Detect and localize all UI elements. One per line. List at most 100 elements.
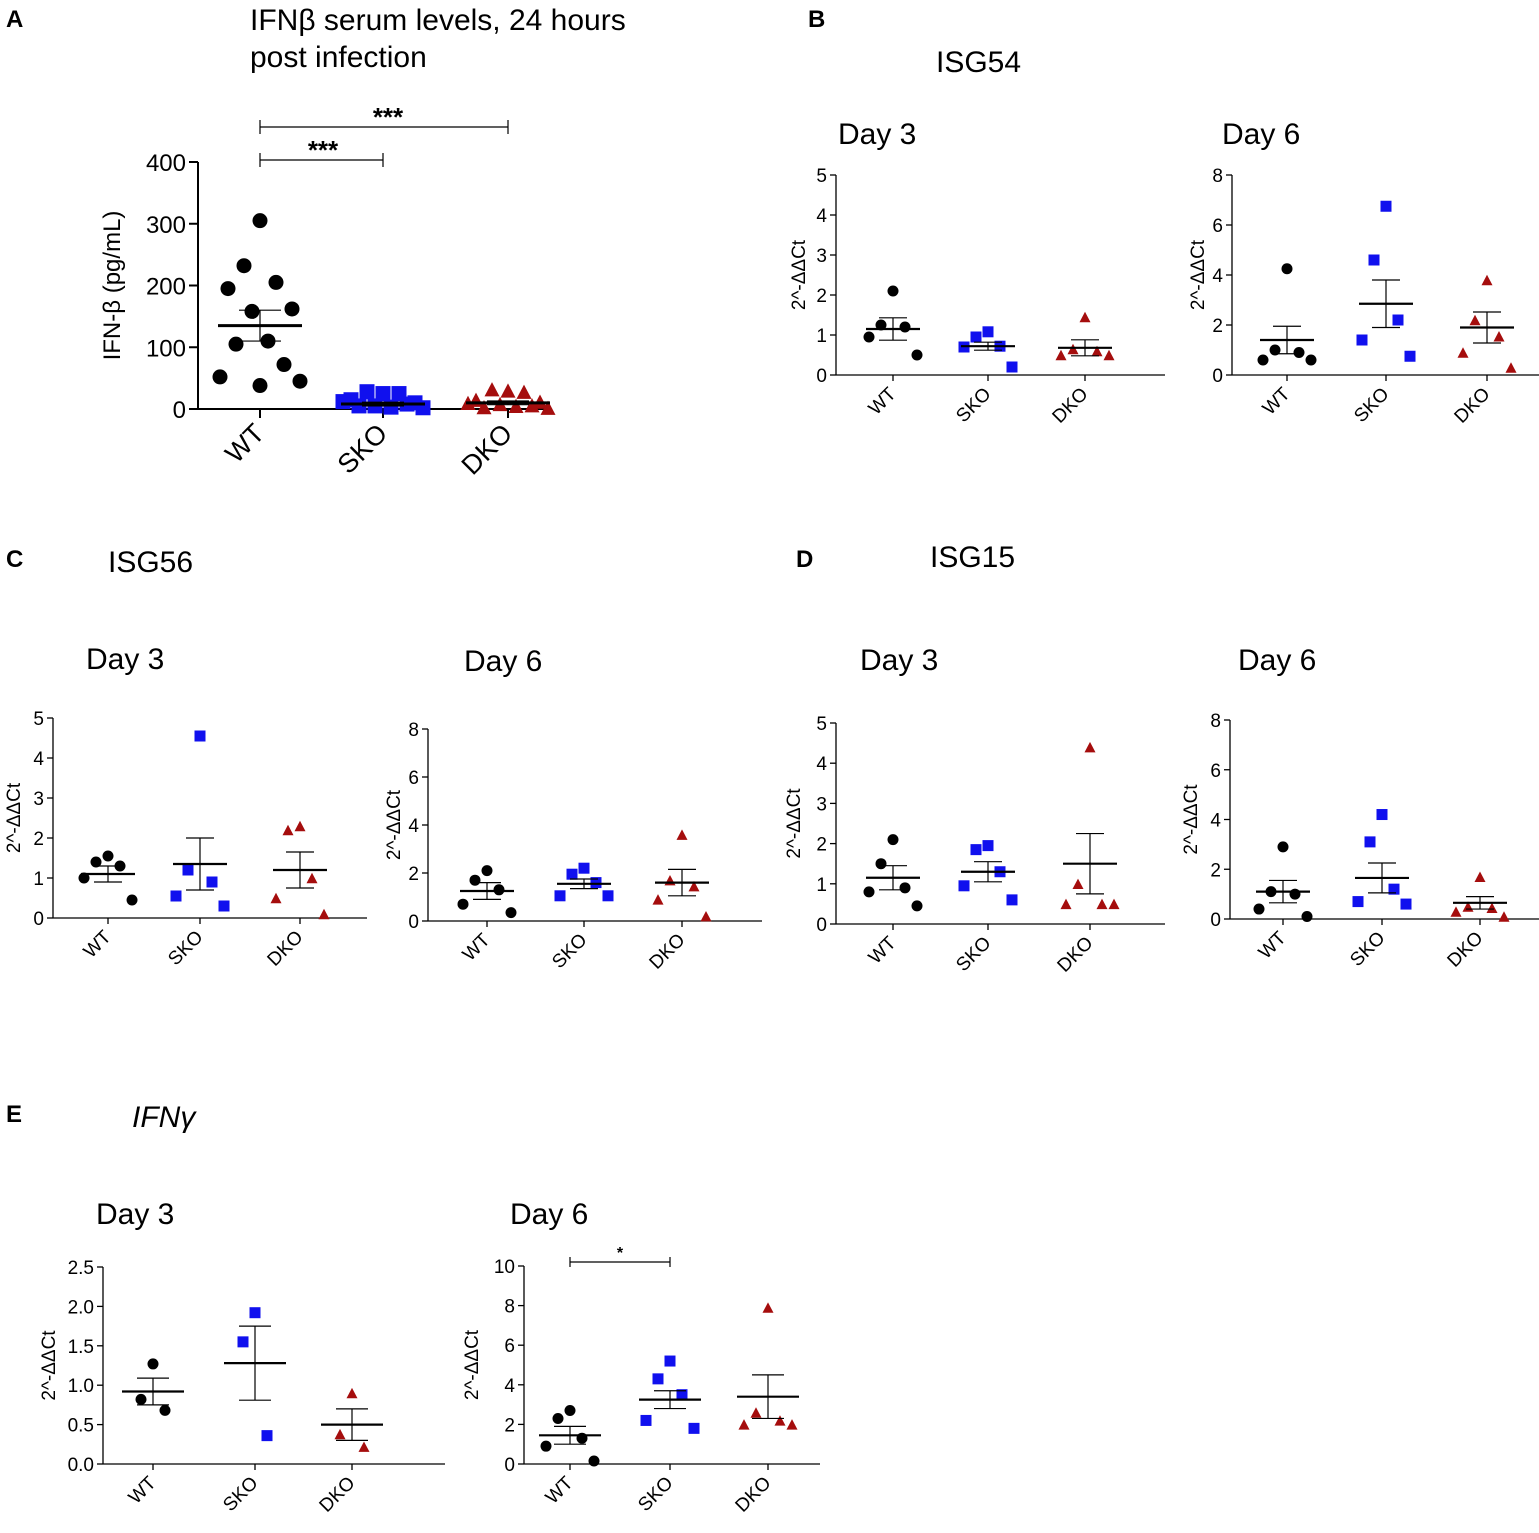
data-point-wt: [252, 378, 268, 394]
y-tick-label: 6: [1210, 761, 1221, 782]
data-point-dko: [306, 872, 318, 884]
data-point-wt: [1281, 263, 1293, 275]
y-tick-label: 1: [816, 875, 827, 896]
chart-d1-title: Day 3: [860, 644, 938, 677]
y-tick-label: 100: [146, 335, 186, 362]
data-point-sko: [1380, 200, 1392, 212]
y-tick-label: 8: [1210, 711, 1221, 732]
data-point-dko: [1060, 898, 1072, 910]
data-point-wt: [899, 321, 911, 333]
y-tick-label: 3: [816, 794, 827, 815]
y-axis-label: 2^-ΔΔCt: [384, 789, 405, 860]
data-point-dko: [676, 829, 688, 840]
x-tick-label: DKO: [1451, 384, 1495, 428]
data-point-sko: [1356, 334, 1368, 346]
y-axis-label: 2^-ΔΔCt: [1181, 784, 1202, 855]
data-point-wt: [564, 1405, 576, 1417]
data-point-dko: [1091, 345, 1103, 357]
data-point-wt: [1277, 841, 1289, 853]
data-point-dko: [540, 400, 556, 415]
chart-c2-title: Day 6: [464, 645, 542, 678]
x-tick-label: DKO: [1054, 933, 1098, 977]
data-point-wt: [1305, 354, 1317, 366]
data-point-wt: [588, 1455, 600, 1467]
data-point-wt: [1289, 888, 1301, 900]
data-point-wt: [284, 301, 300, 317]
y-tick-label: 4: [1210, 811, 1221, 832]
x-tick-label: WT: [80, 926, 116, 962]
data-point-wt: [1293, 347, 1305, 358]
x-tick-label: DKO: [1444, 928, 1488, 972]
data-point-dko: [318, 908, 330, 920]
data-point-wt: [126, 894, 138, 906]
data-point-dko: [664, 874, 676, 886]
x-tick-label: DKO: [316, 1473, 360, 1517]
chart-e1-title: Day 3: [96, 1198, 174, 1231]
data-point-dko: [1498, 911, 1510, 922]
data-point-dko: [786, 1419, 798, 1430]
y-axis-label: 2^-ΔΔCt: [4, 782, 25, 853]
x-tick-label: SKO: [332, 418, 394, 480]
data-point-sko: [1352, 896, 1364, 908]
data-point-sko: [1400, 898, 1412, 910]
y-tick-label: 4: [816, 206, 827, 227]
y-axis-label: 2^-ΔΔCt: [39, 1330, 60, 1401]
chart-b1-title: Day 3: [838, 118, 916, 151]
data-point-dko: [750, 1407, 762, 1418]
data-point-sko: [958, 880, 970, 892]
data-point-dko: [700, 910, 712, 922]
chart-d2-title: Day 6: [1238, 644, 1316, 677]
data-point-dko: [476, 400, 492, 415]
data-point-wt: [292, 373, 308, 389]
data-point-sko: [375, 386, 391, 402]
data-point-sko: [335, 394, 351, 410]
x-tick-label: WT: [865, 932, 901, 968]
y-tick-label: 0: [816, 366, 827, 387]
x-tick-label: WT: [542, 1472, 578, 1508]
data-point-sko: [249, 1307, 261, 1319]
data-point-dko: [1067, 343, 1079, 355]
y-tick-label: 0: [816, 915, 827, 936]
data-point-sko: [206, 876, 218, 888]
data-point-dko: [516, 384, 532, 399]
y-tick-label: 6: [504, 1336, 515, 1357]
data-point-wt: [911, 349, 923, 361]
panel-a-title-line-1: IFNβ serum levels, 24 hours: [250, 4, 626, 37]
x-tick-label: SKO: [1346, 928, 1389, 971]
x-tick-label: SKO: [952, 933, 995, 976]
panel-letter-b: B: [808, 6, 825, 33]
data-point-wt: [236, 258, 252, 274]
data-point-sko: [182, 864, 194, 876]
y-tick-label: 4: [408, 816, 419, 837]
significance-label: ***: [308, 135, 339, 165]
x-tick-label: SKO: [634, 1473, 677, 1516]
y-tick-label: 5: [816, 714, 827, 735]
data-point-dko: [484, 382, 500, 397]
data-point-dko: [762, 1302, 774, 1313]
data-point-dko: [1084, 741, 1096, 753]
gene-title-isg15: ISG15: [930, 541, 1015, 574]
y-tick-label: 2: [504, 1415, 515, 1436]
data-point-sko: [982, 326, 994, 338]
data-point-sko: [602, 890, 614, 902]
data-point-dko: [1474, 871, 1486, 882]
data-point-wt: [911, 900, 923, 912]
y-tick-label: 8: [504, 1297, 515, 1318]
data-point-wt: [875, 858, 887, 870]
y-tick-label: 0: [33, 909, 44, 930]
x-tick-label: SKO: [164, 927, 207, 970]
data-point-sko: [194, 730, 206, 742]
data-point-wt: [863, 886, 875, 898]
y-tick-label: 1.0: [68, 1376, 94, 1397]
data-point-dko: [282, 824, 294, 836]
data-point-wt: [481, 865, 493, 877]
y-tick-label: 2: [816, 835, 827, 856]
data-point-dko: [334, 1428, 346, 1440]
y-tick-label: 4: [1212, 266, 1223, 287]
data-point-dko: [524, 398, 540, 413]
data-point-wt: [457, 898, 469, 910]
chart-c1-isg56-day3: 0 1 2 3 4 5 2^-ΔΔCt WT SKO DKO: [4, 709, 367, 971]
data-point-sko: [688, 1422, 700, 1434]
chart-d2-isg15-day6: 0 2 4 6 8 2^-ΔΔCt WT SKO DKO: [1181, 711, 1539, 972]
